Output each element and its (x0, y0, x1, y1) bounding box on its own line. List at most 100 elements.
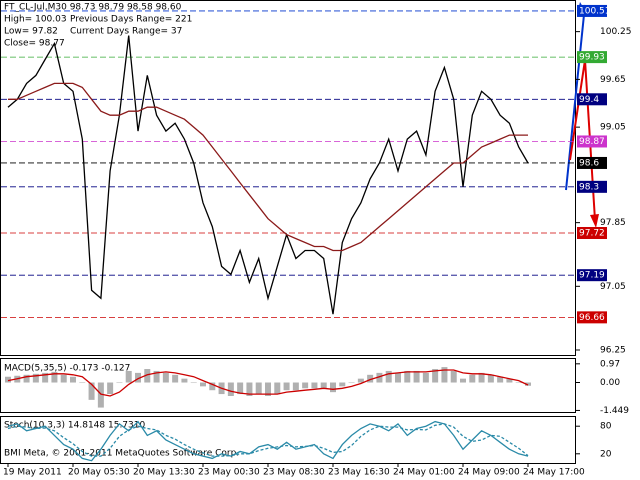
histogram-bar (357, 378, 364, 383)
series-line (7, 35, 529, 315)
histogram-bar (172, 374, 179, 383)
info: Previous Days Range= 221 (70, 15, 192, 25)
info: Current Days Range= 37 (70, 27, 182, 37)
histogram-bar (135, 372, 141, 383)
level-bg (577, 180, 607, 193)
histogram-bar (79, 382, 86, 384)
x-tick-label: 19 May 2011 (3, 468, 62, 478)
y-tick-label: 0.00 (600, 378, 620, 388)
y-tick-label: 20 (600, 449, 612, 459)
histogram-bar (5, 376, 11, 383)
y-tick-label: 80 (600, 422, 612, 432)
chart-title: FT_CL-Jul,M30 98.73 98.79 98.58 98.60 (4, 3, 182, 13)
x-tick-label: 23 May 16:30 (328, 468, 390, 478)
level-label: 98.87 (579, 137, 605, 147)
level-box: 97.72 (577, 226, 607, 239)
histogram-bar (246, 382, 253, 397)
y-tick-label: 99.65 (600, 75, 626, 85)
level-box: 99.93 (577, 51, 607, 64)
histogram-bar (330, 382, 336, 393)
copyright: BMI Meta, © 2001-2011 MetaQuotes Softwar… (4, 449, 239, 459)
x-tick-label: 24 May 09:00 (458, 468, 520, 478)
histogram-bar (441, 367, 448, 383)
level-label: 97.72 (579, 228, 605, 238)
histogram-bar (497, 376, 504, 383)
histogram-bar (487, 374, 494, 383)
histogram-bar (144, 369, 151, 383)
arrow-head (590, 214, 599, 228)
info: Close= 98.77 (4, 39, 65, 49)
y-tick-label: 97.05 (600, 282, 626, 292)
histogram-bar (265, 382, 271, 397)
level-label: 99.93 (579, 53, 605, 63)
main-pane (0, 0, 576, 356)
level-label: 98.6 (579, 158, 599, 168)
histogram-bar (525, 382, 531, 386)
histogram-bar (385, 370, 392, 383)
y-tick-label: 99.05 (600, 123, 626, 133)
histogram-bar (404, 370, 411, 383)
level-box: 98.3 (577, 180, 607, 193)
y-tick-label: 96.25 (600, 345, 626, 355)
histogram-bar (181, 378, 188, 383)
histogram-bar (125, 370, 132, 383)
histogram-bar (255, 382, 262, 395)
histogram-bar (348, 382, 355, 384)
histogram-bar (32, 373, 39, 383)
series-line (8, 82, 528, 252)
histogram-bar (70, 376, 76, 383)
histogram-bar (42, 372, 49, 383)
macd-title: MACD(5,35,5) -0.173 -0.127 (4, 364, 130, 374)
histogram-bar (107, 382, 114, 395)
histogram-bar (237, 382, 244, 395)
histogram-bar (283, 382, 290, 391)
histogram-bar (23, 374, 30, 383)
histogram-bar (227, 382, 234, 397)
series-line (7, 423, 529, 457)
level-bg (577, 311, 607, 324)
x-tick-label: 23 May 08:30 (263, 468, 325, 478)
y-tick-label: 100.25 (600, 27, 632, 37)
level-label: 97.19 (579, 271, 605, 281)
histogram-bar (376, 372, 383, 383)
level-bg (577, 226, 607, 239)
histogram-bar (116, 382, 123, 384)
level-box: 97.19 (577, 269, 607, 282)
stoch-title: Stoch(10,3,3) 14.8148 15.7310 (4, 421, 145, 431)
histogram-bar (88, 382, 95, 400)
level-box: 98.6 (577, 156, 607, 169)
histogram-bar (506, 378, 513, 383)
level-box: 96.66 (577, 311, 607, 324)
series-line (7, 369, 529, 397)
x-tick-label: 24 May 17:00 (523, 468, 585, 478)
level-bg (577, 51, 607, 64)
y-tick-label: 0.97 (600, 359, 620, 369)
histogram-bar (153, 370, 160, 383)
histogram-bar (367, 374, 374, 383)
histogram-bar (97, 382, 104, 408)
level-label: 99.4 (579, 95, 599, 105)
histogram-bar (311, 382, 318, 389)
level-bg (577, 135, 607, 148)
histogram-bar (422, 372, 429, 383)
level-box: 98.87 (577, 135, 607, 148)
histogram-bar (200, 382, 206, 387)
histogram-bar (432, 369, 439, 383)
histogram-bar (469, 374, 476, 383)
level-label: 96.66 (579, 313, 605, 323)
info: Low= 97.82 (4, 27, 58, 37)
level-bg (577, 93, 607, 106)
histogram-bar (51, 371, 58, 383)
histogram-bar (478, 372, 485, 383)
level-bg (577, 4, 607, 17)
histogram-bar (292, 382, 299, 391)
histogram-bar (190, 382, 197, 384)
level-box: 99.4 (577, 93, 607, 106)
y-tick-label: -1.449 (600, 406, 629, 416)
info: High= 100.03 (4, 15, 67, 25)
histogram-bar (209, 382, 216, 391)
histogram-bar (450, 370, 457, 383)
histogram-bar (515, 382, 522, 384)
histogram-bar (413, 370, 420, 383)
level-label: 98.3 (579, 182, 599, 192)
